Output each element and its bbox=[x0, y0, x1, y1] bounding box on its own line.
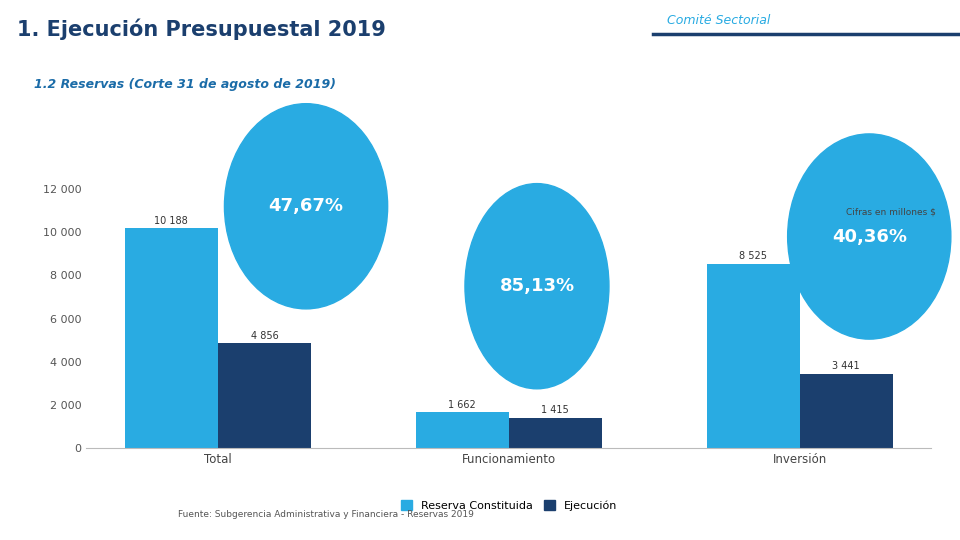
Bar bbox=[800, 374, 893, 448]
Text: 1. Ejecución Presupuestal 2019: 1. Ejecución Presupuestal 2019 bbox=[17, 19, 386, 40]
Bar bbox=[218, 343, 311, 448]
Legend: Reserva Constituida, Ejecución: Reserva Constituida, Ejecución bbox=[396, 496, 621, 515]
Bar bbox=[707, 264, 800, 448]
Text: 85,13%: 85,13% bbox=[499, 277, 574, 295]
Bar bbox=[125, 228, 218, 448]
Text: 47,67%: 47,67% bbox=[269, 197, 344, 215]
Text: 40,36%: 40,36% bbox=[831, 227, 907, 246]
Text: Comité Sectorial: Comité Sectorial bbox=[667, 14, 771, 26]
Text: 10 188: 10 188 bbox=[155, 215, 188, 226]
Text: 4 856: 4 856 bbox=[251, 330, 278, 341]
Bar bbox=[416, 413, 509, 448]
Text: 1 662: 1 662 bbox=[448, 400, 476, 410]
Text: 8 525: 8 525 bbox=[739, 252, 767, 261]
Bar bbox=[509, 417, 602, 448]
Text: Cifras en millones $: Cifras en millones $ bbox=[846, 208, 936, 217]
Text: Fuente: Subgerencia Administrativa y Financiera - Reservas 2019: Fuente: Subgerencia Administrativa y Fin… bbox=[178, 510, 473, 519]
Text: 1.2 Reservas (Corte 31 de agosto de 2019): 1.2 Reservas (Corte 31 de agosto de 2019… bbox=[34, 78, 336, 91]
Text: 3 441: 3 441 bbox=[832, 361, 860, 372]
Text: 1 415: 1 415 bbox=[541, 405, 569, 415]
